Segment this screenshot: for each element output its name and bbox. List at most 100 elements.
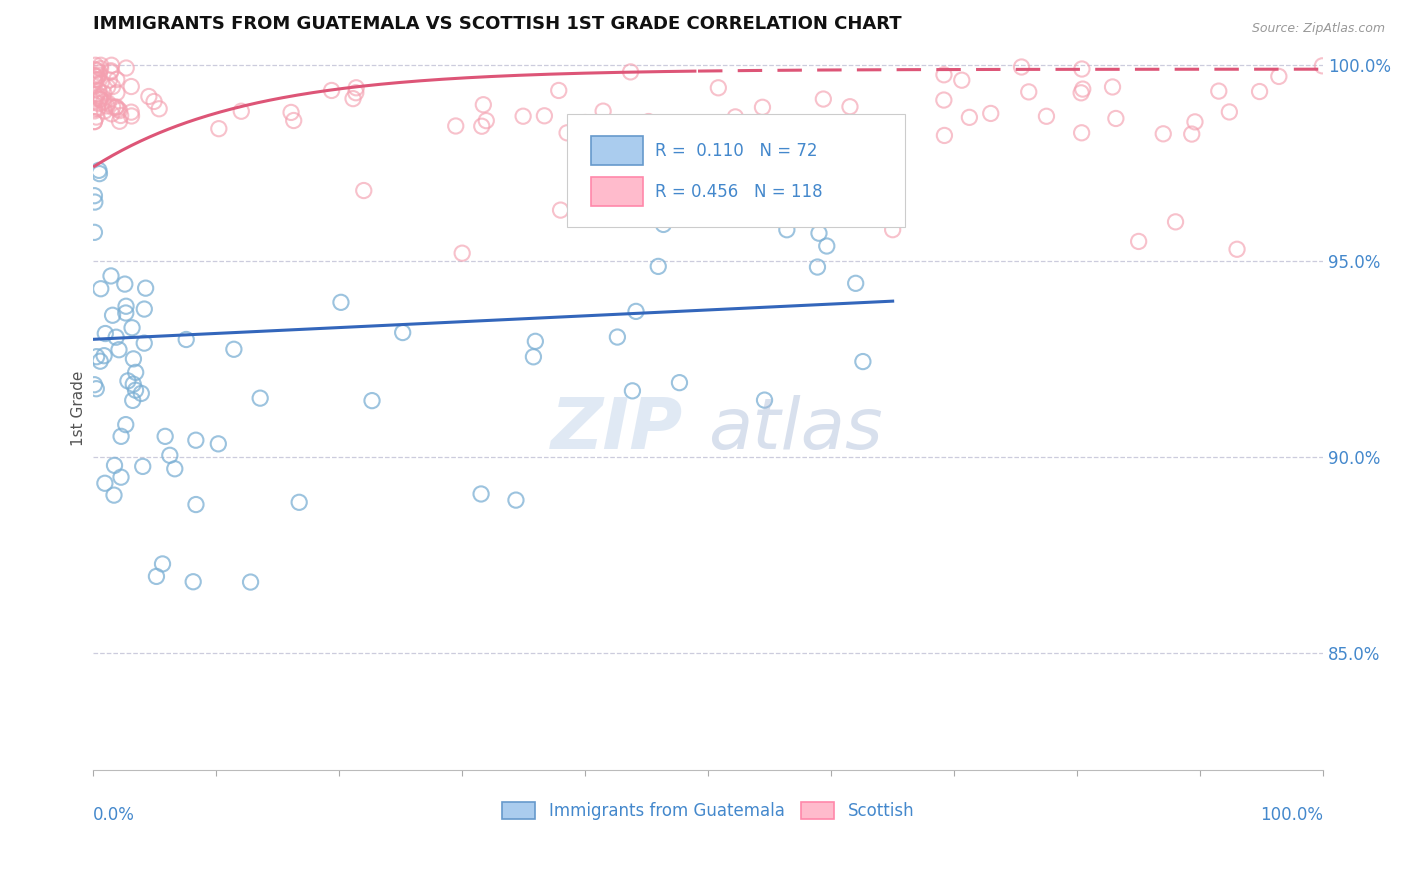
Point [89,89,111,103]
Point [103,458,125,473]
Point [90,282,112,296]
Point [1035,109,1057,123]
Point [138,89,160,103]
Text: R =  0.110   N = 72: R = 0.110 N = 72 [655,142,818,160]
Point [89,354,111,368]
Point [84,58,107,72]
Point [101,107,124,121]
Point [97,96,120,111]
Point [637,114,659,128]
Point [86,350,108,364]
Point [86,72,108,87]
Point [444,119,467,133]
Point [94,476,117,491]
Point [1312,59,1334,73]
Point [84,75,107,89]
Point [121,393,143,408]
Point [1181,127,1204,141]
Point [283,113,305,128]
Point [1164,215,1187,229]
Point [626,119,648,133]
Point [83,114,105,128]
Point [115,299,138,313]
Point [110,108,132,122]
Point [135,281,157,295]
Point [86,70,108,84]
Point [807,226,830,240]
Point [621,384,644,398]
Point [815,239,838,253]
Point [512,109,534,123]
Point [107,102,129,116]
Point [1268,70,1291,84]
Point [83,195,105,210]
Point [163,462,186,476]
Point [98,73,121,87]
Point [104,100,127,114]
Point [94,326,117,341]
Point [114,306,136,320]
Point [475,113,498,128]
Point [96,99,118,113]
Point [776,223,799,237]
Point [134,301,156,316]
Point [87,96,110,111]
Point [280,105,302,120]
Point [89,65,111,79]
Point [724,110,747,124]
Point [83,102,105,116]
Point [845,277,868,291]
Point [932,68,955,82]
Point [87,163,110,178]
Point [207,437,229,451]
Point [105,86,128,100]
Point [84,92,107,106]
Point [90,75,112,89]
Point [222,343,245,357]
Point [524,334,547,349]
Text: R = 0.456   N = 118: R = 0.456 N = 118 [655,183,823,201]
Point [90,58,112,72]
Point [1011,60,1033,74]
Point [100,63,122,78]
Point [148,102,170,116]
Point [344,86,367,100]
Point [471,120,494,134]
Point [87,68,110,82]
Point [1226,242,1249,256]
Point [108,103,131,118]
Point [934,128,956,143]
Point [522,350,544,364]
Point [344,80,367,95]
Point [361,393,384,408]
Point [132,459,155,474]
Point [93,86,115,100]
Point [181,574,204,589]
Point [90,62,112,76]
Point [547,83,569,97]
Point [505,493,527,508]
Point [1018,85,1040,99]
Point [120,105,142,120]
Point [321,83,343,97]
FancyBboxPatch shape [567,114,905,227]
Point [153,429,176,443]
Point [1249,85,1271,99]
Point [839,100,862,114]
Point [668,376,690,390]
Text: 0.0%: 0.0% [93,806,135,824]
Point [472,97,495,112]
Point [572,174,595,188]
Point [122,377,145,392]
Point [83,94,105,108]
Point [105,72,128,87]
Point [610,124,633,138]
Point [330,295,353,310]
Point [108,343,131,357]
Point [682,122,704,136]
Point [184,434,207,448]
Point [114,417,136,432]
Point [84,110,107,124]
Point [288,495,311,509]
Point [555,126,578,140]
